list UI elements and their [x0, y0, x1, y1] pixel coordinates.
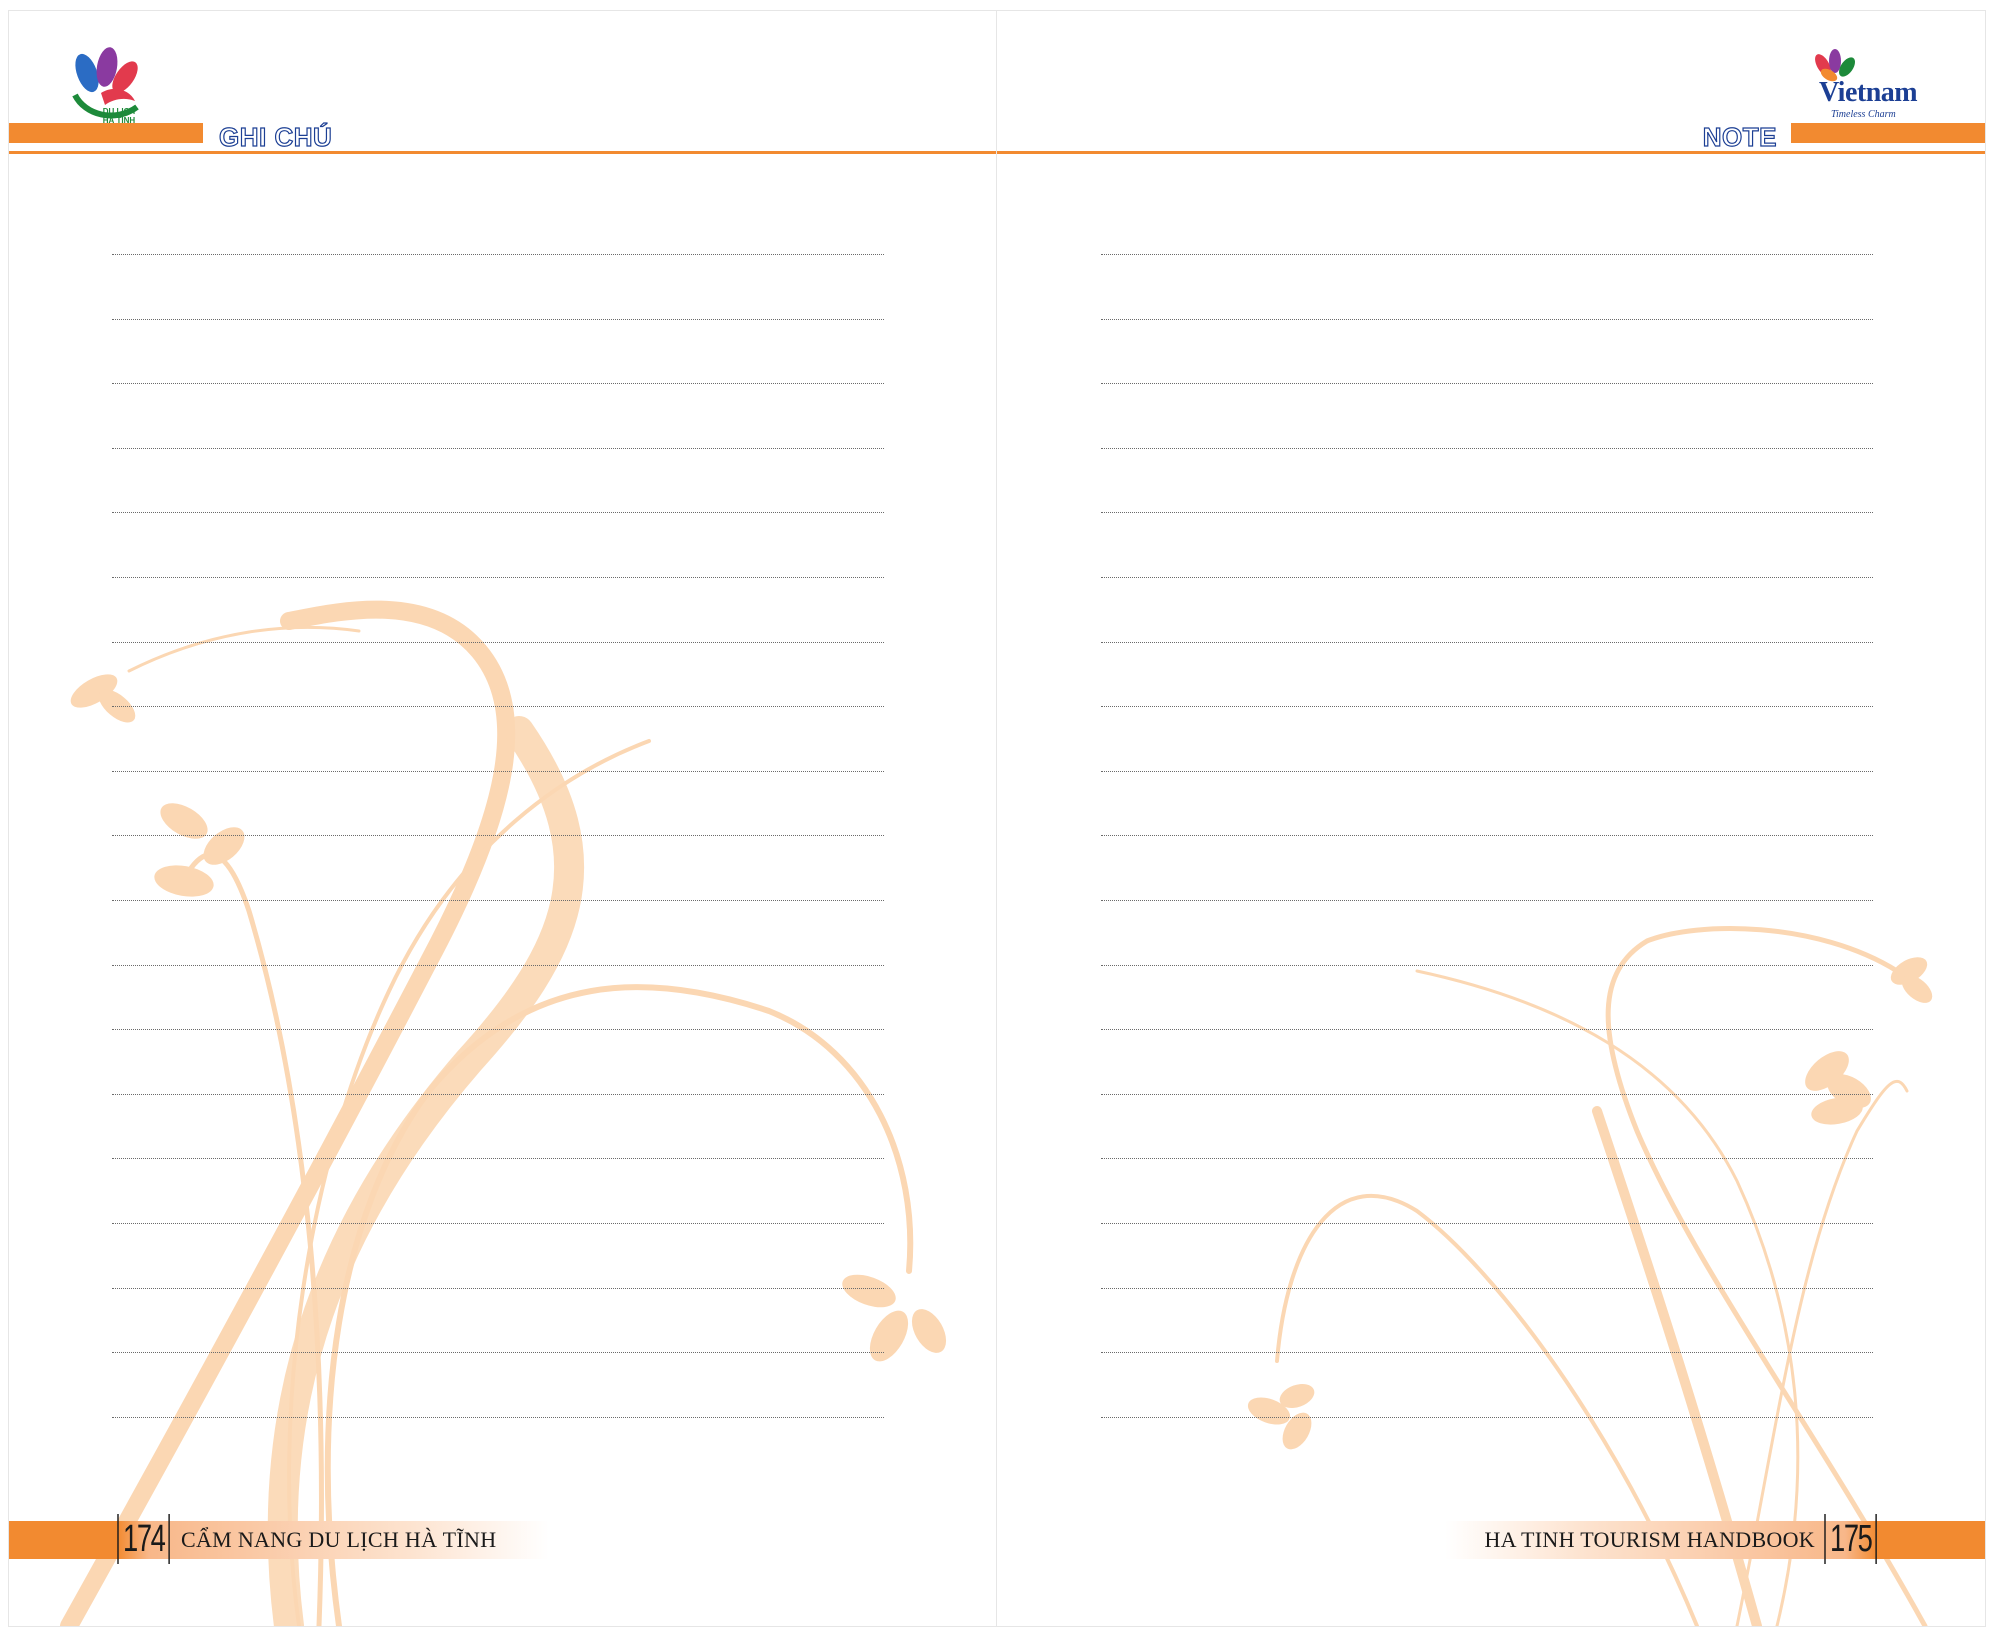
vietnam-timeless-charm-logo-icon: Vietnam Timeless Charm	[1789, 49, 1929, 129]
page-title: NOTE	[1702, 121, 1777, 152]
footer-title: HA TINH TOURISM HANDBOOK	[1484, 1527, 1815, 1552]
note-line	[112, 706, 884, 707]
note-line	[1101, 448, 1873, 449]
note-line	[1101, 1158, 1873, 1159]
note-line	[1101, 835, 1873, 836]
note-line	[112, 835, 884, 836]
logo-text: Vietnam	[1819, 77, 1918, 108]
note-line	[112, 1094, 884, 1095]
note-line	[1101, 254, 1873, 255]
note-line	[112, 383, 884, 384]
page-number: 174	[117, 1514, 171, 1564]
note-line	[1101, 1094, 1873, 1095]
ha-tinh-tourism-logo-icon: DU LỊCH HÀ TĨNH	[65, 45, 161, 137]
note-line	[112, 1288, 884, 1289]
note-line	[1101, 1223, 1873, 1224]
note-line	[1101, 1288, 1873, 1289]
note-line	[112, 512, 884, 513]
note-line	[112, 1417, 884, 1418]
note-line	[112, 1223, 884, 1224]
note-line	[112, 900, 884, 901]
note-lines	[9, 11, 997, 1626]
note-line	[1101, 1029, 1873, 1030]
note-line	[1101, 383, 1873, 384]
page-title: GHI CHÚ	[218, 121, 333, 152]
header-rule	[997, 151, 1985, 154]
vine-decoration-icon	[60, 600, 947, 1626]
note-line	[112, 965, 884, 966]
note-line	[1101, 771, 1873, 772]
note-line	[112, 448, 884, 449]
right-page: Vietnam Timeless Charm NOTE 175 HA TINH …	[996, 10, 1986, 1627]
header-accent-bar	[1791, 123, 1985, 143]
note-line	[1101, 1417, 1873, 1418]
note-line	[1101, 706, 1873, 707]
header-accent-bar	[9, 123, 203, 143]
note-line	[1101, 319, 1873, 320]
note-line	[112, 254, 884, 255]
page-number: 175	[1823, 1514, 1877, 1564]
note-line	[112, 1158, 884, 1159]
note-line	[112, 642, 884, 643]
note-lines	[997, 11, 1985, 1626]
note-line	[1101, 577, 1873, 578]
note-line	[1101, 900, 1873, 901]
footer-accent-bar	[9, 1521, 549, 1559]
note-line	[112, 1029, 884, 1030]
note-line	[112, 319, 884, 320]
logo-tagline: Timeless Charm	[1831, 109, 1896, 120]
footer-title: CẨM NANG DU LỊCH HÀ TĨNH	[181, 1527, 497, 1552]
note-line	[112, 1352, 884, 1353]
logo-text: DU LỊCH HÀ TĨNH	[102, 107, 136, 125]
footer-accent-bar	[1445, 1521, 1985, 1559]
note-line	[1101, 642, 1873, 643]
note-line	[112, 771, 884, 772]
note-line	[112, 577, 884, 578]
note-line	[1101, 1352, 1873, 1353]
note-line	[1101, 512, 1873, 513]
note-line	[1101, 965, 1873, 966]
left-page: DU LỊCH HÀ TĨNH GHI CHÚ 174 CẨM NANG DU …	[8, 10, 998, 1627]
header-rule	[9, 151, 997, 154]
